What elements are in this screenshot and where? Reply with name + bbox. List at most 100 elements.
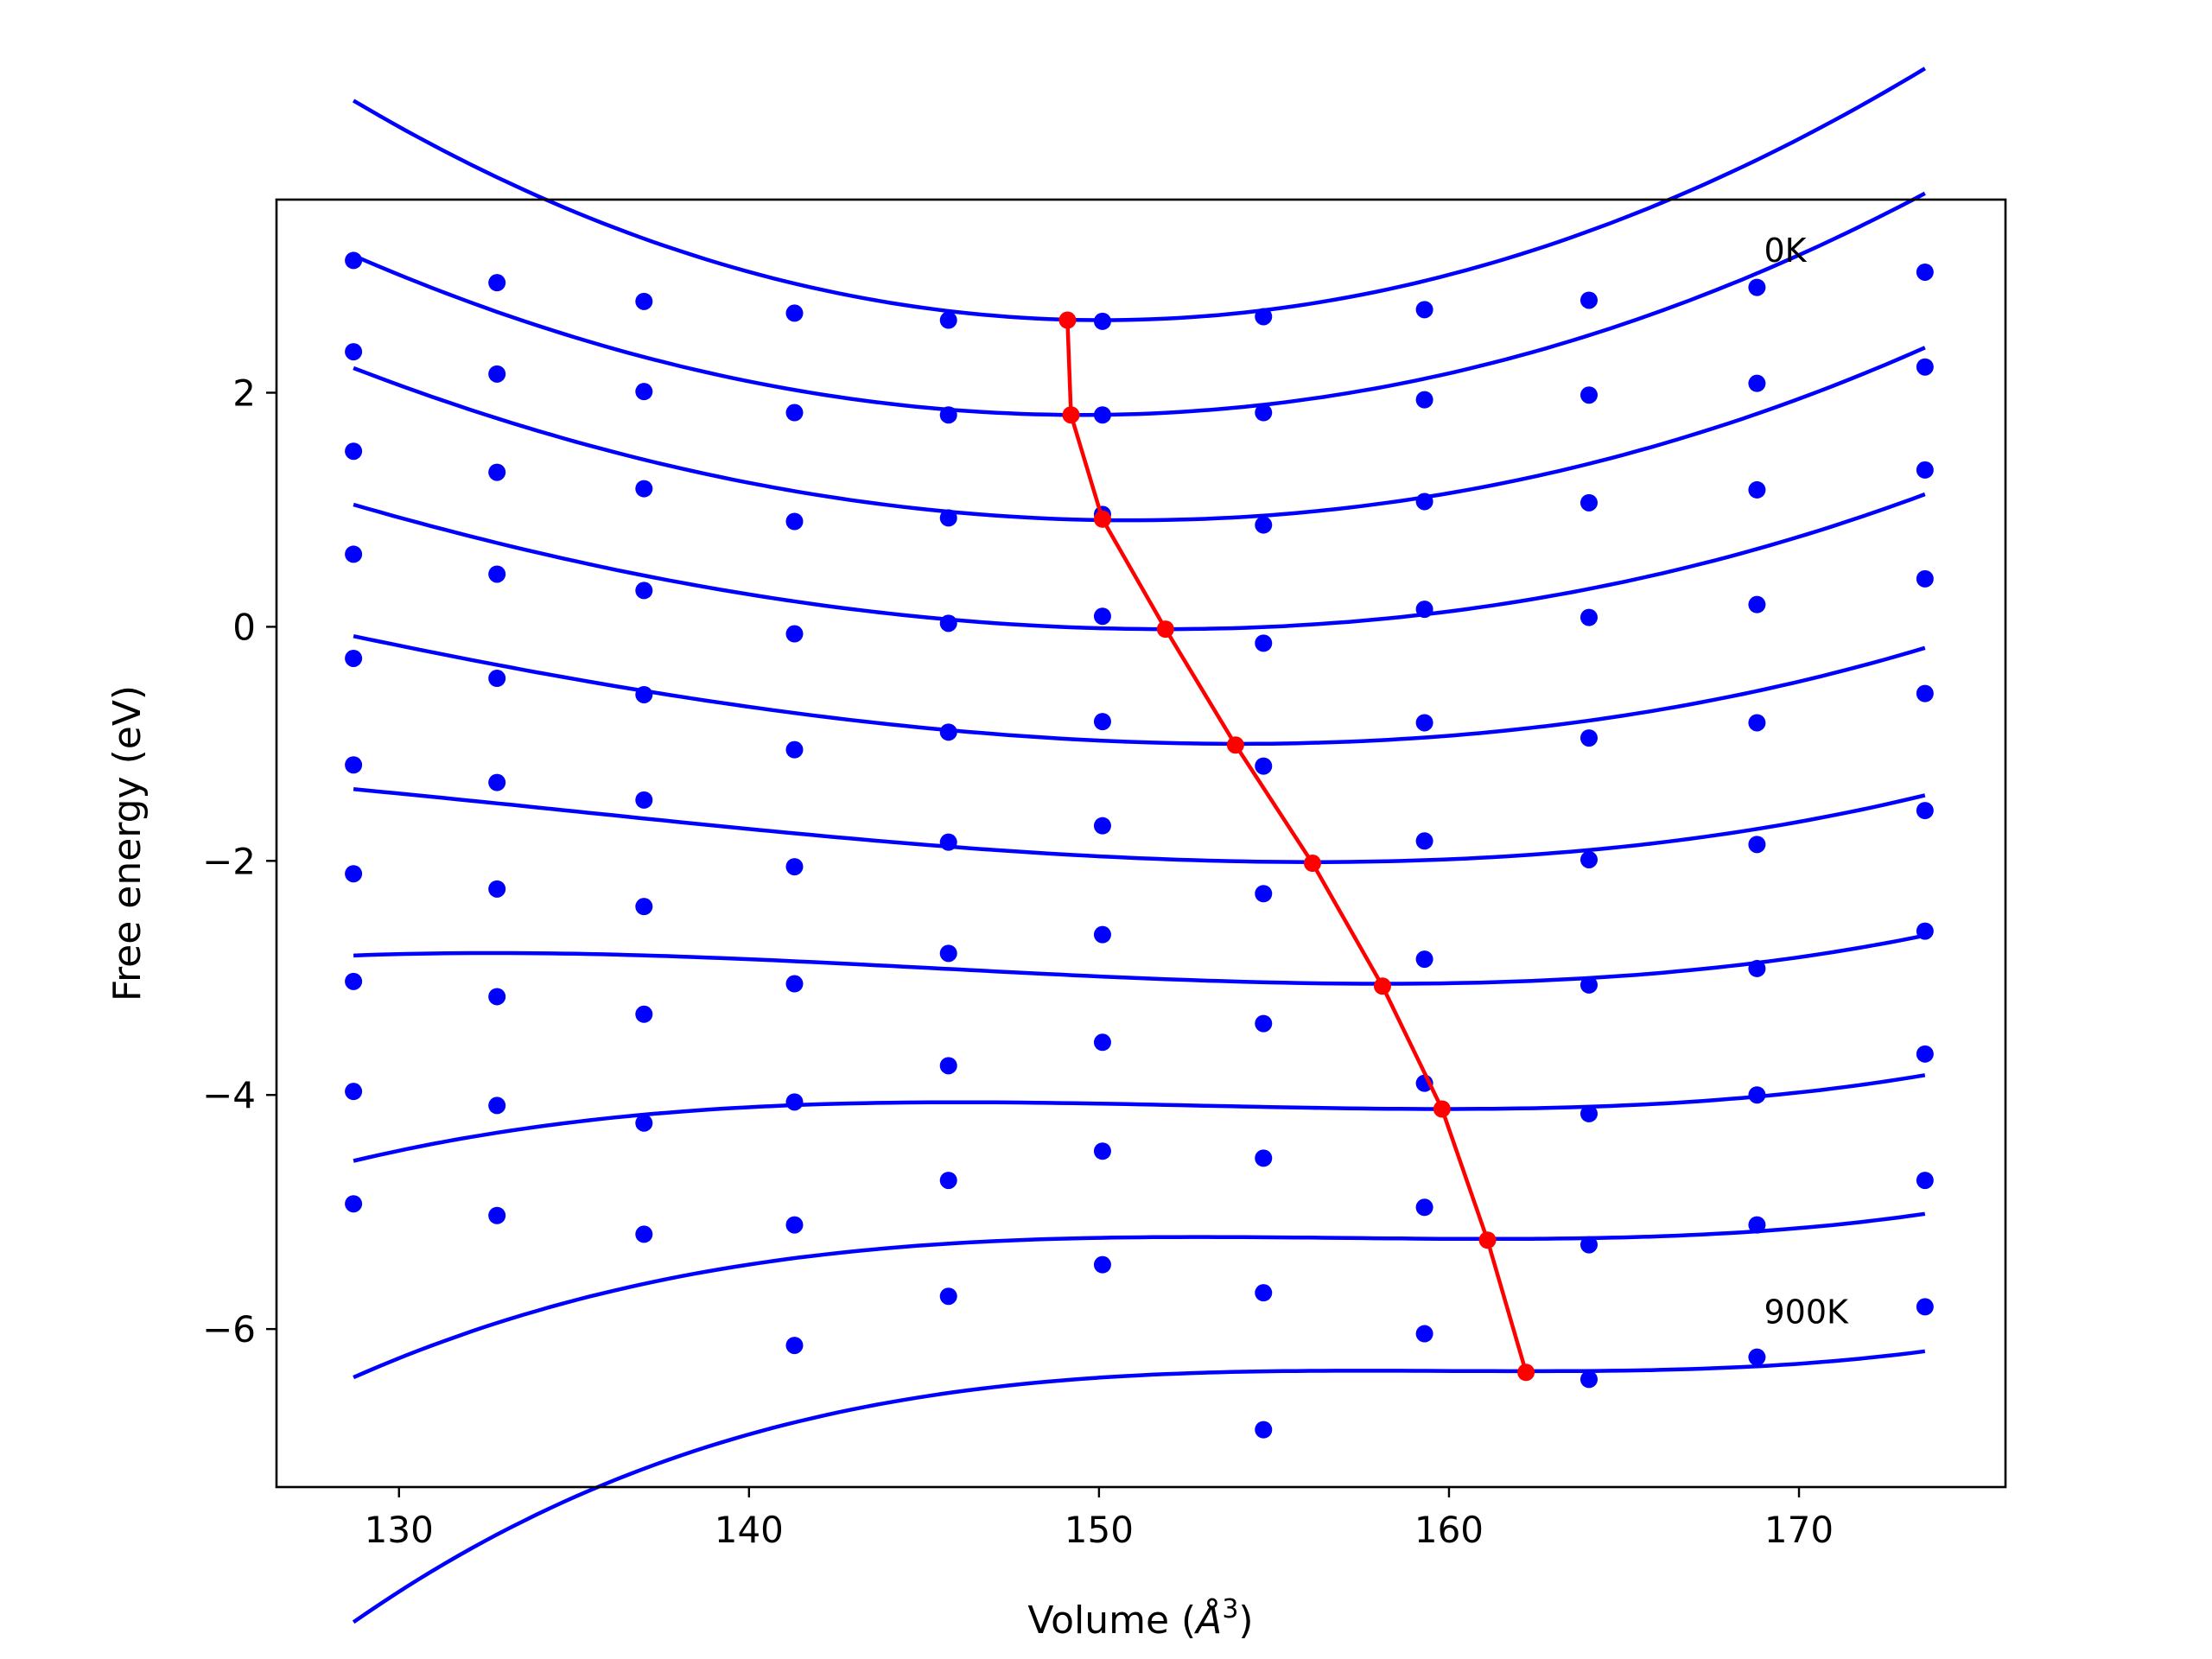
data-point <box>345 442 363 461</box>
data-point <box>1916 1172 1934 1190</box>
data-point <box>939 406 957 424</box>
data-point <box>939 944 957 963</box>
x-axis-label-main: Volume ( <box>1027 1599 1196 1643</box>
data-point <box>939 509 957 527</box>
data-point <box>635 1114 653 1132</box>
data-point <box>1093 1033 1111 1052</box>
fit-curve-8 <box>353 1211 1926 1380</box>
data-point <box>1748 836 1766 854</box>
data-point <box>785 858 804 876</box>
data-point <box>1916 358 1934 376</box>
x-axis-label-exponent: 3 <box>1222 1594 1238 1624</box>
y-axis-label: Free energy (eV) <box>105 685 149 1001</box>
data-point <box>488 365 506 383</box>
minimum-point <box>1303 855 1321 873</box>
fit-curve-7 <box>353 1073 1926 1163</box>
data-point <box>345 1195 363 1213</box>
fit-curves <box>352 67 1926 1624</box>
data-point <box>1255 757 1273 775</box>
data-point <box>1748 595 1766 613</box>
fit-curve-2 <box>353 346 1926 523</box>
data-point <box>635 292 653 310</box>
data-point <box>1255 1284 1273 1302</box>
data-point <box>1255 634 1273 652</box>
data-point <box>635 1225 653 1243</box>
fit-curve-4 <box>353 633 1926 747</box>
data-point <box>1255 308 1273 326</box>
data-point <box>635 898 653 916</box>
data-point <box>635 480 653 498</box>
data-point <box>1415 714 1433 732</box>
y-tick-label: 0 <box>232 606 256 648</box>
data-point <box>345 865 363 883</box>
data-point <box>1748 1216 1766 1234</box>
minimum-point <box>1156 620 1174 639</box>
y-tick-label: 2 <box>232 372 256 415</box>
data-point <box>1255 516 1273 534</box>
data-point <box>1580 729 1598 747</box>
data-point <box>1748 278 1766 296</box>
data-point <box>1093 406 1111 424</box>
data-point <box>1916 922 1934 940</box>
minimum-point <box>1226 736 1244 754</box>
x-axis-label: Volume (Å3) <box>1027 1594 1253 1643</box>
fit-curve-3 <box>353 492 1926 632</box>
data-point <box>785 741 804 759</box>
data-point <box>785 1093 804 1111</box>
data-point <box>488 1096 506 1115</box>
data-point <box>635 1005 653 1023</box>
data-point <box>1255 404 1273 422</box>
minimum-path <box>1058 311 1535 1382</box>
data-point <box>1748 714 1766 732</box>
minimum-point <box>1478 1231 1497 1249</box>
data-point <box>1748 1348 1766 1366</box>
data-point <box>1093 1255 1111 1274</box>
data-point <box>488 670 506 688</box>
plot-frame <box>275 198 2007 1489</box>
x-tick-label: 140 <box>715 1509 784 1551</box>
data-point <box>1580 1236 1598 1254</box>
data-point <box>488 773 506 791</box>
minimum-point <box>1433 1100 1451 1118</box>
data-point <box>1415 950 1433 969</box>
data-point <box>1916 263 1934 281</box>
data-point <box>1093 607 1111 626</box>
data-point <box>1748 1086 1766 1104</box>
data-point <box>635 791 653 809</box>
data-point <box>1748 374 1766 392</box>
data-point <box>1748 959 1766 977</box>
data-point <box>939 1287 957 1306</box>
data-point <box>635 383 653 401</box>
data-point <box>635 582 653 600</box>
data-point <box>939 833 957 851</box>
data-point <box>1580 1104 1598 1122</box>
temperature-annotation: 0K <box>1764 232 1808 270</box>
y-tick-label: −6 <box>202 1308 256 1351</box>
data-point <box>939 1057 957 1075</box>
minimum-path-line <box>1065 320 1529 1373</box>
data-point <box>1415 832 1433 850</box>
data-point <box>635 685 653 703</box>
data-points <box>345 251 1934 1439</box>
data-point <box>345 972 363 990</box>
data-point <box>1093 1142 1111 1160</box>
data-point <box>785 625 804 643</box>
data-point <box>345 649 363 667</box>
fit-curve-5 <box>353 787 1926 864</box>
data-point <box>488 1206 506 1224</box>
data-point <box>1916 461 1934 479</box>
data-point <box>785 512 804 531</box>
x-tick-label: 130 <box>365 1509 434 1551</box>
x-axis-label-symbol: Å <box>1193 1597 1222 1643</box>
x-axis-label-close: ) <box>1238 1599 1253 1643</box>
data-point <box>488 565 506 583</box>
fit-curve-0 <box>352 67 1926 322</box>
data-point <box>1093 312 1111 330</box>
data-point <box>1255 1014 1273 1033</box>
data-point <box>1580 976 1598 994</box>
data-point <box>345 545 363 563</box>
data-point <box>1415 601 1433 619</box>
data-point <box>488 274 506 292</box>
data-point <box>1916 684 1934 702</box>
